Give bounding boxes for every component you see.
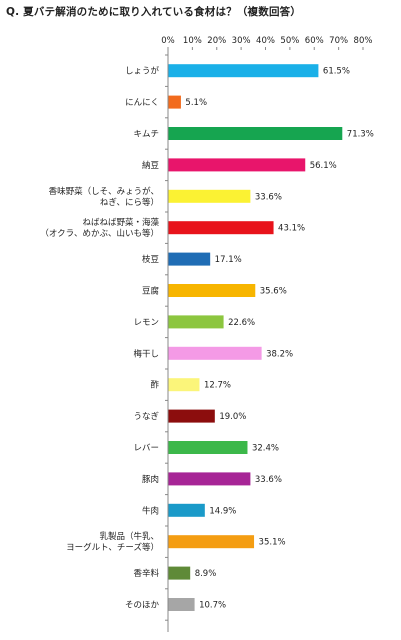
value-label: 56.1% [310,161,337,171]
category-label: うなぎ [133,411,159,422]
category-label: にんにく [125,98,159,108]
chart-title: Q. 夏バテ解消のために取り入れている食材は？（複数回答） [6,6,302,18]
bar [168,535,255,549]
bar [168,472,251,486]
bar [168,158,306,172]
value-label: 10.7% [199,601,226,611]
category-label: レバー [133,444,159,454]
bar [168,284,256,297]
value-label: 14.9% [209,506,236,516]
value-label: 32.4% [252,444,279,454]
category-label: しょうが [125,66,160,77]
category-label: 牛肉 [142,505,159,516]
category-label: 梅干し [133,348,159,359]
tick-label: 30% [232,36,251,46]
value-label: 43.1% [278,224,305,234]
value-label: 35.1% [259,538,286,548]
tick-label: 50% [280,36,299,46]
bar [168,598,195,611]
value-label: 33.6% [255,475,282,485]
value-label: 5.1% [185,98,207,108]
bar [168,409,215,423]
value-label: 35.6% [260,287,287,297]
category-label: 枝豆 [142,254,159,265]
bar [168,503,205,517]
value-label: 71.3% [347,130,374,140]
tick-label: 60% [305,36,324,46]
tick-label: 10% [183,36,202,46]
tick-label: 20% [207,36,226,46]
tick-label: 40% [256,36,275,46]
category-label: 豆腐 [142,286,160,297]
category-label: ねぎ、にら等） [100,197,159,208]
category-label: 豚肉 [142,474,159,485]
bar [168,252,211,266]
value-label: 19.0% [219,412,246,422]
bar [168,221,274,235]
bar [168,127,343,140]
category-label: 香味野菜（しそ、みょうが、 [49,186,159,197]
bar [168,95,181,109]
category-label: ねばねば野菜・海藻 [82,217,159,228]
tick-label: 0% [161,36,175,46]
category-label: 納豆 [142,160,159,171]
value-label: 22.6% [228,318,255,328]
value-label: 61.5% [323,67,350,77]
value-label: 8.9% [195,569,217,579]
bar [168,315,224,329]
bar [168,441,248,454]
tick-label: 70% [329,36,348,46]
tick-label: 80% [354,36,373,46]
category-label: ヨーグルト、チーズ等） [66,542,159,553]
category-label: 酢 [150,380,159,391]
value-label: 38.2% [266,349,293,359]
category-label: 乳製品（牛乳、 [99,531,159,542]
category-label: 香辛料 [133,568,159,579]
bar [168,566,191,580]
bar [168,64,319,78]
value-label: 12.7% [204,381,231,391]
category-label: キムチ [133,130,159,140]
category-label: （オクラ、めかぶ、山いも等） [40,228,159,239]
category-label: レモン [133,318,159,328]
bar [168,378,200,392]
value-label: 33.6% [255,192,282,202]
category-label: そのほか [125,601,160,611]
bar [168,346,262,360]
value-label: 17.1% [215,255,242,265]
bar [168,189,251,203]
